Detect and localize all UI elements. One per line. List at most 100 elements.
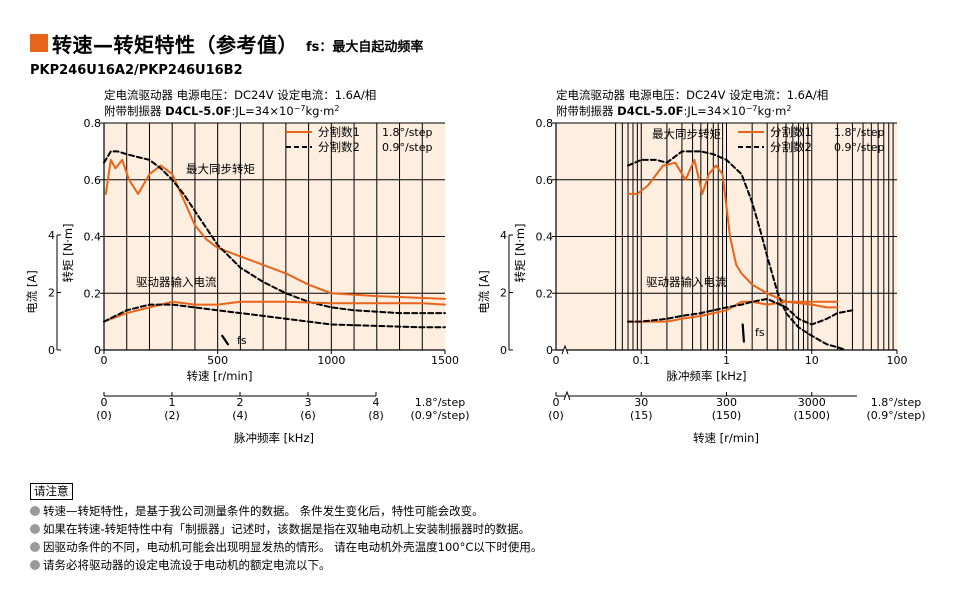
fs-label: fs [237,334,247,347]
series-current-step2-line [103,303,446,329]
secondary-subtick-label: (0) [548,409,564,422]
legend-label: 分割数2 [770,140,812,154]
condition-part: 附带制振器 [104,104,165,118]
current-tick-label: 2 [48,287,55,300]
secondary-tick-label: 4 [373,396,380,409]
section-title: 转速—转矩特性（参考值） [52,32,298,57]
y-tick-label: 0 [546,344,553,357]
secondary-subunit: (0.9°/step) [410,409,469,422]
condition-part: −7 [294,104,306,113]
y-tick-label: 0.8 [84,117,102,130]
y-tick-label: 0.4 [536,231,554,244]
legend-step: 0.9°/step [382,141,433,154]
orange-square-icon [30,34,48,52]
legend-step: 1.8°/step [382,126,433,139]
secondary-tick-label: 0 [553,396,560,409]
secondary-subunit: (0.9°/step) [866,409,925,422]
axis-break-icon [561,344,569,355]
note-item: 因驱动条件的不同，电动机可能会出现明显发热的情形。 请在电动机外壳温度100°C… [30,538,542,556]
x-tick-label: 100 [887,354,908,367]
y-tick-label: 0.6 [536,174,554,187]
current-tick-label: 2 [500,287,507,300]
model-name: PKP246U16A2/PKP246U16B2 [30,63,243,78]
legend-label: 分割数2 [318,140,360,154]
legend-step: 0.9°/step [834,141,885,154]
condition-part: D4CL-5.0F [165,104,231,118]
x-axis-label: 脉冲频率 [kHz] [667,369,747,383]
secondary-tick-label: 3 [305,396,312,409]
x-tick-label: 0.1 [633,354,651,367]
secondary-tick-label: 3000 [798,396,826,409]
bullet-icon [30,524,40,534]
series-torque-step2-line [103,150,446,315]
secondary-tick-label: 300 [716,396,737,409]
note-text: 因驱动条件的不同，电动机可能会出现明显发热的情形。 请在电动机外壳温度100°C… [43,540,543,554]
secondary-subtick-label: (0) [96,409,112,422]
secondary-subtick-label: (150) [712,409,742,422]
secondary-tick-label: 30 [634,396,648,409]
input-current-label: 驱动器输入电流 [646,275,727,289]
condition-line-2: 附带制振器 D4CL-5.0F:JL=34×10−7kg·m2 [556,104,791,119]
x-tick-label: 500 [207,354,228,367]
note-item: 请务必将驱动器的设定电流设于电动机的额定电流以下。 [30,556,542,574]
fs-label: fs [755,326,765,339]
input-current-label: 驱动器输入电流 [136,275,217,289]
note-item: 转速—转矩特性，是基于我公司测量条件的数据。 条件发生变化后，特性可能会改变。 [30,502,542,520]
x-tick-label: 1000 [317,354,345,367]
secondary-subtick-label: (1500) [793,409,830,422]
condition-part: 附带制振器 [556,104,617,118]
current-tick-label: 4 [48,229,55,242]
note-text: 如果在转速-转矩特性中有「制振器」记述时，该数据是指在双轴电动机上安装制振器时的… [43,522,531,536]
torque-axis-label: 转矩 [N·m] [513,223,527,282]
y-tick-label: 0.8 [536,117,554,130]
y-tick-label: 0.6 [84,174,102,187]
current-tick-label: 0 [500,344,507,357]
note-text: 转速—转矩特性，是基于我公司测量条件的数据。 条件发生变化后，特性可能会改变。 [43,504,484,518]
condition-part: 2 [334,104,339,113]
notes-section: 请注意 转速—转矩特性，是基于我公司测量条件的数据。 条件发生变化后，特性可能会… [30,482,542,574]
series-fs-step1-line [221,334,229,346]
secondary-axis-label: 脉冲频率 [kHz] [234,431,314,445]
series-current-step1-line [627,300,839,323]
fs-note: fs：最大自起动频率 [306,39,424,55]
condition-line-1: 定电流驱动器 电源电压：DC24V 设定电流：1.6A/相 [556,88,828,102]
secondary-subtick-label: (15) [630,409,653,422]
condition-part: :JL=34×10 [683,104,745,118]
note-item: 如果在转速-转矩特性中有「制振器」记述时，该数据是指在双轴电动机上安装制振器时的… [30,520,542,538]
y-tick-label: 0.2 [536,287,554,300]
bullet-icon [30,560,40,570]
x-tick-label: 1 [723,354,730,367]
condition-line-1: 定电流驱动器 电源电压：DC24V 设定电流：1.6A/相 [104,88,376,102]
condition-part: D4CL-5.0F [617,104,683,118]
axis-break-icon [563,390,571,401]
bullet-icon [30,542,40,552]
condition-line-2: 附带制振器 D4CL-5.0F:JL=34×10−7kg·m2 [104,104,339,119]
notes-title: 请注意 [30,483,73,500]
series-current-step1-line [103,300,446,323]
legend-step: 1.8°/step [834,126,885,139]
secondary-tick-label: 0 [101,396,108,409]
legend-label: 分割数1 [770,125,812,139]
condition-part: kg·m [758,104,787,118]
series-current-step2-line [627,297,854,326]
torque-axis-label: 转矩 [N·m] [61,223,75,282]
secondary-subtick-label: (8) [368,409,384,422]
x-tick-label: 1500 [431,354,459,367]
pullout-torque-label: 最大同步转矩 [652,127,721,141]
section-header: 转速—转矩特性（参考值） fs：最大自起动频率 [30,28,423,58]
condition-part: 2 [786,104,791,113]
secondary-axis-label: 转速 [r/min] [693,431,759,445]
condition-part: :JL=34×10 [231,104,293,118]
x-tick-label: 10 [805,354,819,367]
secondary-subtick-label: (4) [232,409,248,422]
current-tick-label: 0 [48,344,55,357]
condition-part: −7 [746,104,758,113]
pullout-torque-label: 最大同步转矩 [186,162,255,176]
x-tick-label: 0 [553,354,560,367]
note-text: 请务必将驱动器的设定电流设于电动机的额定电流以下。 [43,558,331,572]
secondary-subtick-label: (6) [300,409,316,422]
x-axis-label: 转速 [r/min] [187,369,253,383]
condition-part: kg·m [306,104,335,118]
